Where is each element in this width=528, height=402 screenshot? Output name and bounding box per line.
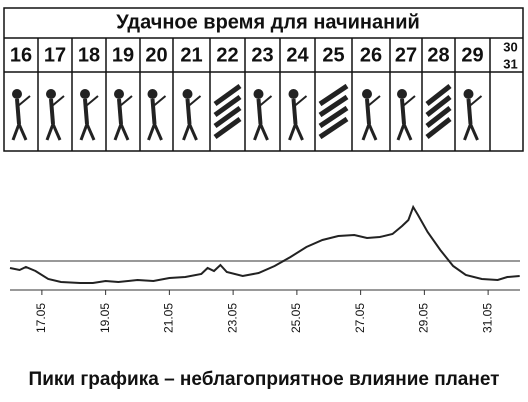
calendar-title: Удачное время для начинаний xyxy=(116,11,420,33)
stick-figure xyxy=(119,95,133,107)
stripe xyxy=(213,94,242,118)
stick-figure xyxy=(396,123,406,141)
stick-figure xyxy=(294,123,304,141)
stick-figure xyxy=(466,98,473,125)
stick-figure xyxy=(361,123,371,141)
stick-figure xyxy=(51,123,62,141)
stick-figure xyxy=(362,89,372,99)
stick-figure xyxy=(17,95,31,107)
day-number: 20 xyxy=(145,44,167,66)
stick-figure xyxy=(400,98,406,125)
stick-figure xyxy=(152,95,167,107)
stick-figure xyxy=(402,95,416,107)
stick-figure xyxy=(259,123,269,141)
stick-figure xyxy=(51,95,65,107)
day-number: 17 xyxy=(44,44,66,66)
stripe xyxy=(425,106,452,128)
stick-figure xyxy=(153,123,163,141)
stick-figure xyxy=(291,98,298,125)
day-number: 22 xyxy=(216,44,238,66)
stick-figure xyxy=(80,89,90,99)
stick-figure xyxy=(258,95,273,107)
stick-figure xyxy=(17,123,28,141)
stick-figure xyxy=(187,95,202,107)
stripe xyxy=(213,83,242,107)
x-tick-label: 21.05 xyxy=(162,303,176,333)
day-number: 19 xyxy=(112,44,134,66)
stick-figure xyxy=(288,123,297,141)
stick-figure xyxy=(402,123,413,141)
day-number: 31 xyxy=(503,56,517,71)
stick-figure xyxy=(12,89,22,99)
stick-figure xyxy=(253,89,264,99)
x-tick-label: 31.05 xyxy=(480,303,494,333)
stick-figure xyxy=(85,123,96,141)
stripe xyxy=(318,116,349,140)
stick-figure xyxy=(46,89,56,99)
x-tick-label: 23.05 xyxy=(225,303,239,333)
stick-figure xyxy=(147,89,158,99)
day-number: 18 xyxy=(78,44,100,66)
stick-figure xyxy=(114,89,124,99)
stick-figure xyxy=(49,98,55,125)
stick-figure xyxy=(117,98,123,125)
day-number: 25 xyxy=(322,44,344,66)
stick-figure xyxy=(293,95,308,107)
stick-figure xyxy=(150,98,157,125)
x-tick-label: 17.05 xyxy=(34,303,48,333)
day-number: 23 xyxy=(251,44,273,66)
stick-figure xyxy=(85,95,99,107)
stripe xyxy=(318,105,349,129)
stick-figure xyxy=(253,123,262,141)
stripe xyxy=(425,84,452,106)
x-tick-label: 19.05 xyxy=(98,303,112,333)
day-number: 28 xyxy=(427,44,449,66)
day-number: 26 xyxy=(360,44,382,66)
stick-figure xyxy=(469,123,479,141)
stick-figure xyxy=(365,98,371,125)
stick-figure xyxy=(83,98,89,125)
stick-figure xyxy=(185,98,192,125)
stick-figure xyxy=(468,95,483,107)
stick-figure xyxy=(11,123,21,141)
chart-caption: Пики графика – неблагоприятное влияние п… xyxy=(29,369,500,390)
stripe xyxy=(425,117,452,139)
stick-figure xyxy=(147,123,156,141)
day-number: 24 xyxy=(286,44,309,66)
stick-figure xyxy=(15,98,21,125)
day-number: 21 xyxy=(180,44,202,66)
stick-figure xyxy=(119,123,130,141)
stripe xyxy=(425,95,452,117)
stick-figure xyxy=(463,89,474,99)
day-number: 29 xyxy=(461,44,483,66)
x-tick-label: 27.05 xyxy=(353,303,367,333)
stick-figure xyxy=(182,123,191,141)
stick-figure xyxy=(182,89,193,99)
stick-figure xyxy=(188,123,198,141)
stick-figure xyxy=(45,123,55,141)
stick-figure xyxy=(397,89,407,99)
x-tick-label: 29.05 xyxy=(417,303,431,333)
stick-figure xyxy=(79,123,89,141)
stick-figure xyxy=(367,95,381,107)
stick-figure xyxy=(288,89,299,99)
stripe xyxy=(318,83,349,107)
day-number: 27 xyxy=(395,44,417,66)
stripe xyxy=(213,105,242,129)
x-tick-label: 25.05 xyxy=(289,303,303,333)
stick-figure xyxy=(256,98,263,125)
stick-figure xyxy=(367,123,378,141)
stripe xyxy=(318,94,349,118)
data-line xyxy=(9,204,520,284)
stripe xyxy=(213,116,242,140)
day-number: 16 xyxy=(10,44,32,66)
stick-figure xyxy=(463,123,472,141)
stick-figure xyxy=(113,123,123,141)
day-number: 30 xyxy=(503,39,517,54)
